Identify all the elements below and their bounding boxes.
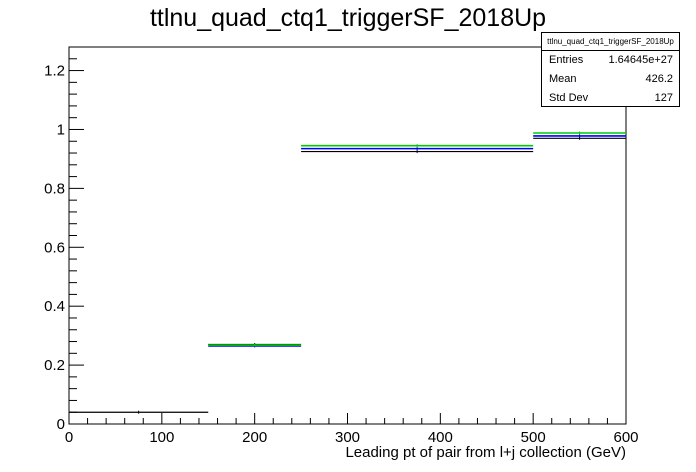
- x-tick-label: 400: [428, 429, 453, 446]
- x-tick-label: 300: [335, 429, 360, 446]
- stats-stddev-row: Std Dev 127: [542, 89, 679, 108]
- chart-title: ttlnu_quad_ctq1_triggerSF_2018Up: [150, 4, 546, 32]
- stats-entries-row: Entries 1.64645e+27: [542, 51, 679, 70]
- histogram-series: [69, 136, 626, 414]
- histogram-series: [208, 134, 626, 348]
- y-axis: 0 0.2 0.4 0.6 0.8 1 1.2: [44, 46, 84, 433]
- stats-mean-value: 426.2: [645, 73, 673, 85]
- stats-entries-value: 1.64645e+27: [608, 54, 673, 66]
- x-tick-label: 100: [149, 429, 174, 446]
- series-layer: [69, 131, 626, 414]
- x-tick-label: 500: [521, 429, 546, 446]
- y-tick-label: 1: [57, 121, 65, 138]
- stats-stddev-value: 127: [654, 92, 673, 104]
- x-axis: 0 100 200 300 400 500 600: [65, 413, 639, 446]
- stats-stddev-label: Std Dev: [549, 92, 589, 104]
- stats-entries-label: Entries: [549, 54, 584, 66]
- stats-mean-label: Mean: [549, 73, 577, 85]
- stats-box-title: ttlnu_quad_ctq1_triggerSF_2018Up: [542, 33, 679, 51]
- y-tick-label: 0: [57, 416, 65, 433]
- x-tick-label: 0: [65, 429, 73, 446]
- stats-mean-row: Mean 426.2: [542, 70, 679, 89]
- x-tick-label: 600: [613, 429, 638, 446]
- x-tick-label: 200: [242, 429, 267, 446]
- y-tick-label: 0.6: [44, 239, 65, 256]
- x-axis-title: Leading pt of pair from l+j collection (…: [345, 444, 626, 461]
- stats-box: ttlnu_quad_ctq1_triggerSF_2018Up Entries…: [541, 32, 680, 107]
- y-tick-label: 1.2: [44, 63, 65, 80]
- y-tick-label: 0.8: [44, 180, 65, 197]
- y-tick-label: 0.2: [44, 357, 65, 374]
- histogram-series: [208, 131, 626, 347]
- y-tick-label: 0.4: [44, 298, 65, 315]
